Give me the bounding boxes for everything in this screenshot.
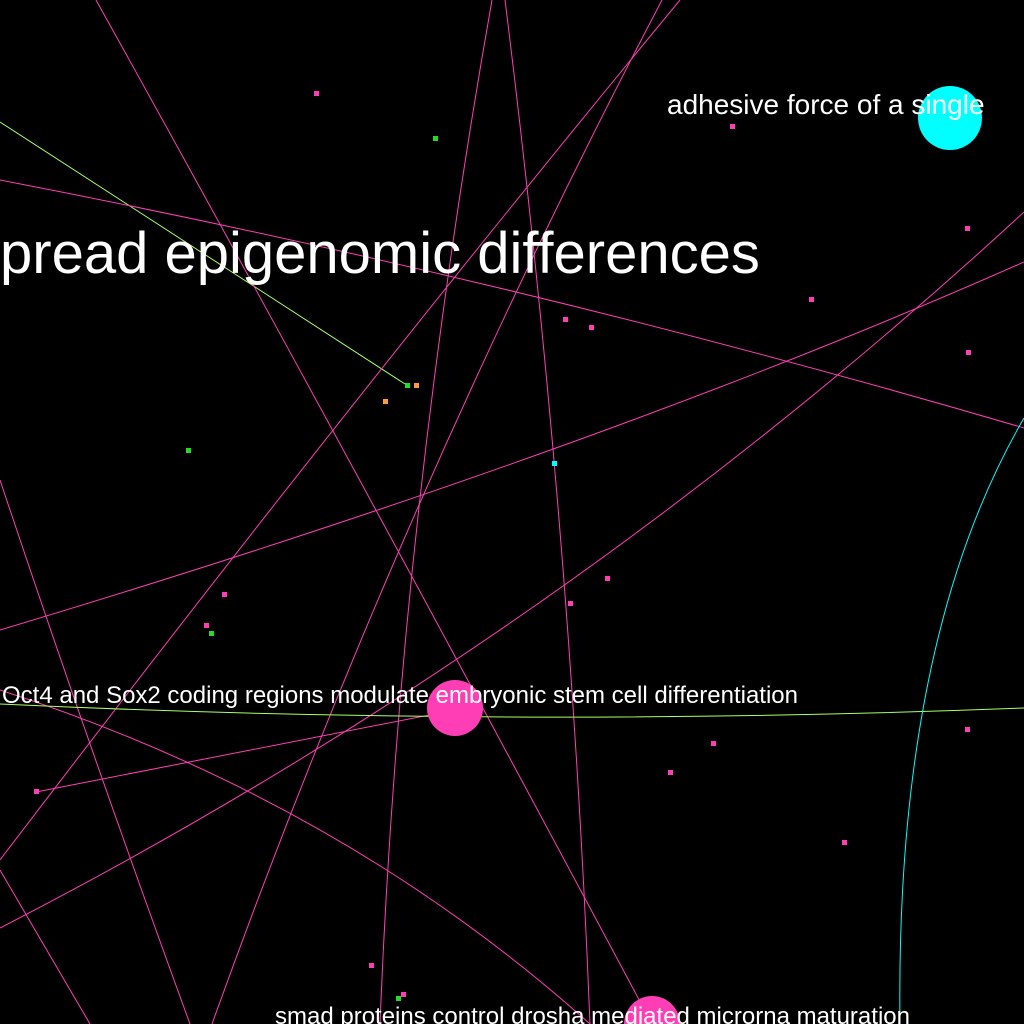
graph-edge [379, 0, 493, 1024]
graph-edge [0, 0, 681, 861]
graph-edge [899, 417, 1024, 1024]
graph-edge [35, 709, 456, 793]
graph-node[interactable] [209, 631, 214, 636]
graph-node[interactable] [204, 623, 209, 628]
graph-edge [0, 869, 91, 1024]
graph-small-nodes [34, 91, 971, 1001]
graph-node[interactable] [589, 325, 594, 330]
graph-node[interactable] [842, 840, 847, 845]
graph-node[interactable] [405, 383, 410, 388]
graph-node[interactable] [965, 727, 970, 732]
node-label-epigenomic: pread epigenomic differences [0, 221, 760, 286]
graph-edge [0, 703, 1024, 718]
graph-node[interactable] [563, 317, 568, 322]
graph-edge [0, 261, 1024, 631]
graph-node[interactable] [965, 226, 970, 231]
graph-node[interactable] [383, 399, 388, 404]
large-node-smad[interactable] [624, 996, 680, 1024]
graph-node[interactable] [414, 383, 419, 388]
node-label-oct4: Oct4 and Sox2 coding regions modulate em… [2, 682, 798, 709]
graph-node[interactable] [222, 592, 227, 597]
graph-node[interactable] [711, 741, 716, 746]
graph-large-nodes [427, 86, 982, 1024]
graph-node[interactable] [966, 350, 971, 355]
graph-node[interactable] [314, 91, 319, 96]
graph-edge [0, 479, 191, 1024]
large-node-adhesive[interactable] [918, 86, 982, 150]
graph-node[interactable] [186, 448, 191, 453]
graph-node[interactable] [552, 461, 557, 466]
graph-edge [0, 179, 1024, 429]
graph-node[interactable] [433, 136, 438, 141]
node-label-smad: smad proteins control drosha mediated mi… [275, 1003, 910, 1024]
graph-edge [504, 0, 591, 1024]
graph-edge [0, 211, 1024, 929]
graph-edge [95, 0, 653, 1024]
graph-node[interactable] [369, 963, 374, 968]
graph-node[interactable] [668, 770, 673, 775]
large-node-oct4[interactable] [427, 680, 483, 736]
graph-node[interactable] [730, 124, 735, 129]
graph-edge [0, 121, 406, 385]
graph-labels: pread epigenomic differences adhesive fo… [0, 89, 985, 1024]
node-label-adhesive: adhesive force of a single [667, 89, 985, 120]
graph-node[interactable] [401, 992, 406, 997]
graph-node[interactable] [809, 297, 814, 302]
graph-node[interactable] [605, 576, 610, 581]
graph-node[interactable] [34, 789, 39, 794]
graph-edge [211, 0, 663, 1024]
graph-node[interactable] [396, 996, 401, 1001]
graph-edge [0, 689, 591, 1024]
graph-node[interactable] [568, 601, 573, 606]
